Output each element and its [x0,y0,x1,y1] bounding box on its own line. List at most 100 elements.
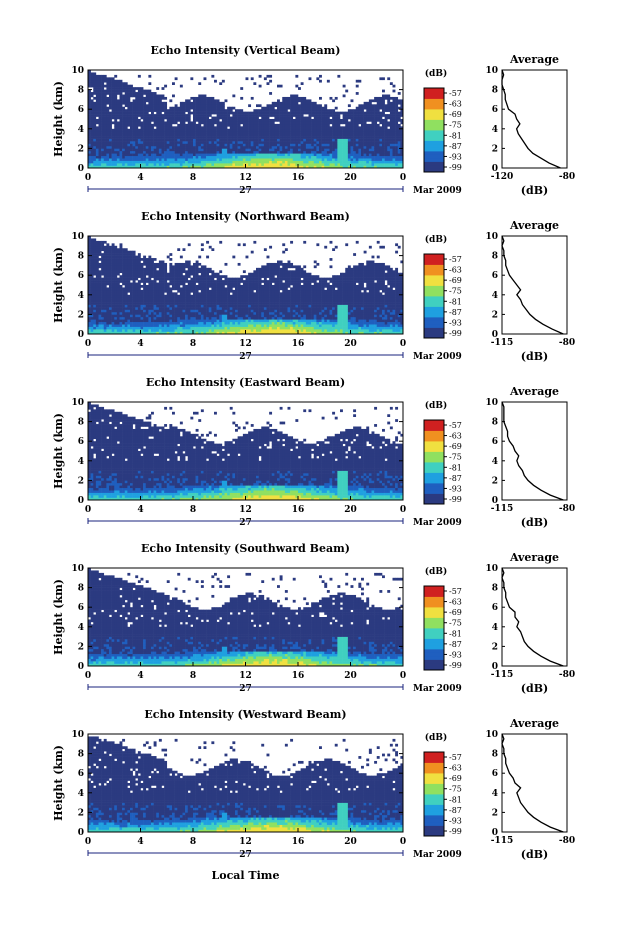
heatmap-cell [180,141,183,144]
heatmap-cell [125,292,128,295]
heatmap-cell [143,126,146,129]
heatmap-cell [175,305,178,308]
heatmap-cell [248,139,251,142]
heatmap-cell [125,97,128,100]
heatmap-cell [91,144,94,147]
heatmap-cell [361,129,364,132]
heatmap-cell [379,114,382,117]
heatmap-cell [282,144,285,147]
heatmap-cell [316,131,319,134]
heatmap-cell [154,136,157,139]
heatmap-cell [151,95,154,98]
heatmap-cell [272,102,275,105]
heatmap-cell [204,97,207,100]
heatmap-cell [337,156,340,159]
heatmap-cell [127,124,130,127]
heatmap-cell [117,261,120,264]
heatmap-cell [130,163,133,166]
heatmap-cell [143,163,146,166]
heatmap-cell [148,329,151,332]
heatmap-cell [377,107,380,110]
heatmap-cell [143,283,146,286]
heatmap-cell [248,136,251,139]
heatmap-cell [167,312,170,315]
heatmap-cell [303,124,306,127]
heatmap-cell [185,317,188,320]
heatmap-cell [222,131,225,134]
heatmap-cell [311,126,314,129]
heatmap-cell [330,136,333,139]
heatmap-cell [172,161,175,164]
heatmap-cell [125,82,128,85]
heatmap-cell [125,121,128,124]
heatmap-cell [101,112,104,115]
heatmap-cell [337,161,340,164]
heatmap-cell [248,131,251,134]
heatmap-cell [133,114,136,117]
heatmap-cell [206,283,209,286]
heatmap-cell [322,148,325,151]
heatmap-cell [130,305,133,308]
heatmap-cell [295,158,298,161]
heatmap-cell [175,275,178,278]
heatmap-cell [193,322,196,325]
heatmap-cell [101,310,104,313]
heatmap [88,70,403,168]
heatmap-cell [101,99,104,102]
heatmap-cell [246,161,249,164]
heatmap-cell [309,153,312,156]
heatmap-cell [167,124,170,127]
heatmap-cell [143,297,146,300]
colorbar-segment [424,120,444,124]
heatmap-cell [277,144,280,147]
heatmap-cell [377,136,380,139]
heatmap-cell [183,121,186,124]
heatmap-cell [377,99,380,102]
heatmap-cell [225,161,228,164]
heatmap-cell [377,112,380,115]
heatmap-cell [99,151,102,154]
heatmap-cell [256,141,259,144]
heatmap-cell [206,97,209,100]
heatmap-cell [324,124,327,127]
heatmap-cell [306,109,309,112]
heatmap-cell [175,136,178,139]
heatmap-cell [358,114,361,117]
heatmap-cell [101,92,104,95]
heatmap-cell [101,158,104,161]
heatmap-cell [99,80,102,83]
heatmap-cell [106,261,109,264]
heatmap-cell [293,107,296,110]
heatmap-cell [204,109,207,112]
heatmap-cell [393,121,396,124]
heatmap-cell [130,119,133,122]
heatmap-cell [183,141,186,144]
heatmap-cell [114,82,117,85]
heatmap-cell [274,117,277,120]
heatmap-cell [156,131,159,134]
heatmap-cell [151,136,154,139]
heatmap-cell [133,327,136,330]
heatmap-cell [156,310,159,313]
heatmap-cell [159,99,162,102]
heatmap-cell [109,275,112,278]
heatmap-cell [303,97,306,100]
heatmap-cell [358,153,361,156]
heatmap-cell [138,151,141,154]
heatmap-cell [169,158,172,161]
heatmap-cell [117,99,120,102]
heatmap-cell [109,119,112,122]
heatmap-cell [135,107,138,110]
heatmap-cell [120,104,123,107]
heatmap-cell [261,131,264,134]
heatmap-cell [101,107,104,110]
heatmap-cell [169,265,172,268]
heatmap-cell [298,136,301,139]
heatmap-cell [345,153,348,156]
heatmap-cell [353,139,356,142]
heatmap-cell [127,161,130,164]
heatmap-cell [193,114,196,117]
heatmap-cell [337,158,340,161]
heatmap-cell [251,153,254,156]
heatmap-cell [316,129,319,132]
